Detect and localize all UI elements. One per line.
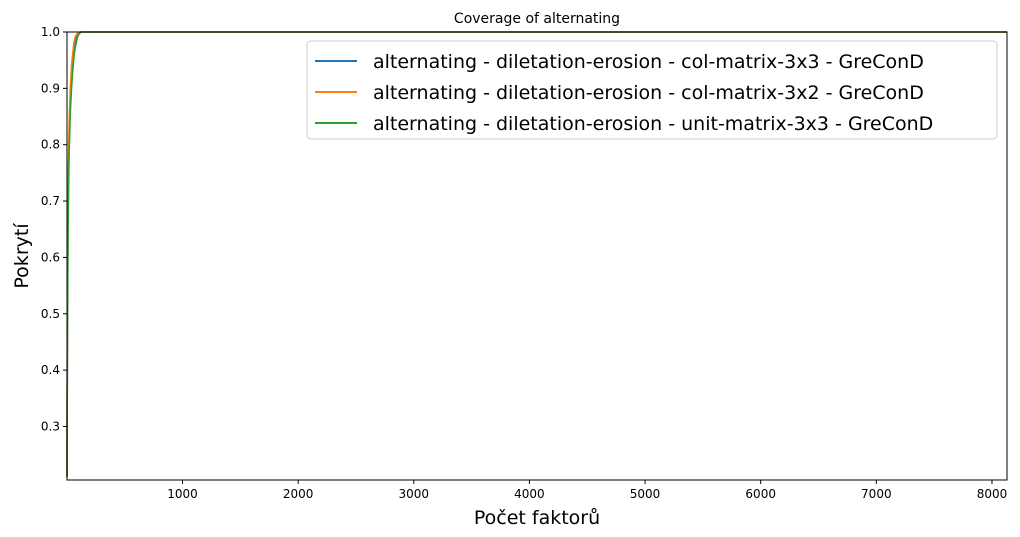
y-tick-label: 0.8 <box>41 138 60 152</box>
legend-label-2: alternating - diletation-erosion - col-m… <box>373 82 924 104</box>
y-tick-label: 0.7 <box>41 194 60 208</box>
plot-frame <box>66 31 1008 481</box>
y-tick-label: 0.9 <box>41 81 60 95</box>
legend-box <box>306 40 998 140</box>
x-tick-label: 3000 <box>399 487 430 501</box>
x-tick-label: 4000 <box>514 487 545 501</box>
legend-label-3: alternating - diletation-erosion - unit-… <box>373 113 933 135</box>
x-axis-label: Počet faktorů <box>474 507 600 529</box>
x-tick-label: 1000 <box>167 487 198 501</box>
legend: alternating - diletation-erosion - col-m… <box>306 40 998 140</box>
x-tick-label: 6000 <box>745 487 776 501</box>
chart-title: Coverage of alternating <box>454 11 620 27</box>
legend-label-1: alternating - diletation-erosion - col-m… <box>373 51 924 73</box>
x-axis: 1000 2000 3000 4000 5000 6000 7000 8000 <box>167 480 1007 501</box>
y-tick-label: 0.3 <box>41 419 60 433</box>
y-tick-label: 1.0 <box>41 25 60 39</box>
x-tick-label: 5000 <box>630 487 661 501</box>
y-tick-label: 0.6 <box>41 250 60 264</box>
x-tick-label: 7000 <box>861 487 892 501</box>
y-tick-label: 0.5 <box>41 307 60 321</box>
y-tick-label: 0.4 <box>41 363 60 377</box>
y-axis-label: Pokrytí <box>11 223 33 289</box>
y-axis: 0.3 0.4 0.5 0.6 0.7 0.8 0.9 1.0 <box>41 25 67 433</box>
x-tick-label: 2000 <box>283 487 314 501</box>
x-tick-label: 8000 <box>977 487 1008 501</box>
